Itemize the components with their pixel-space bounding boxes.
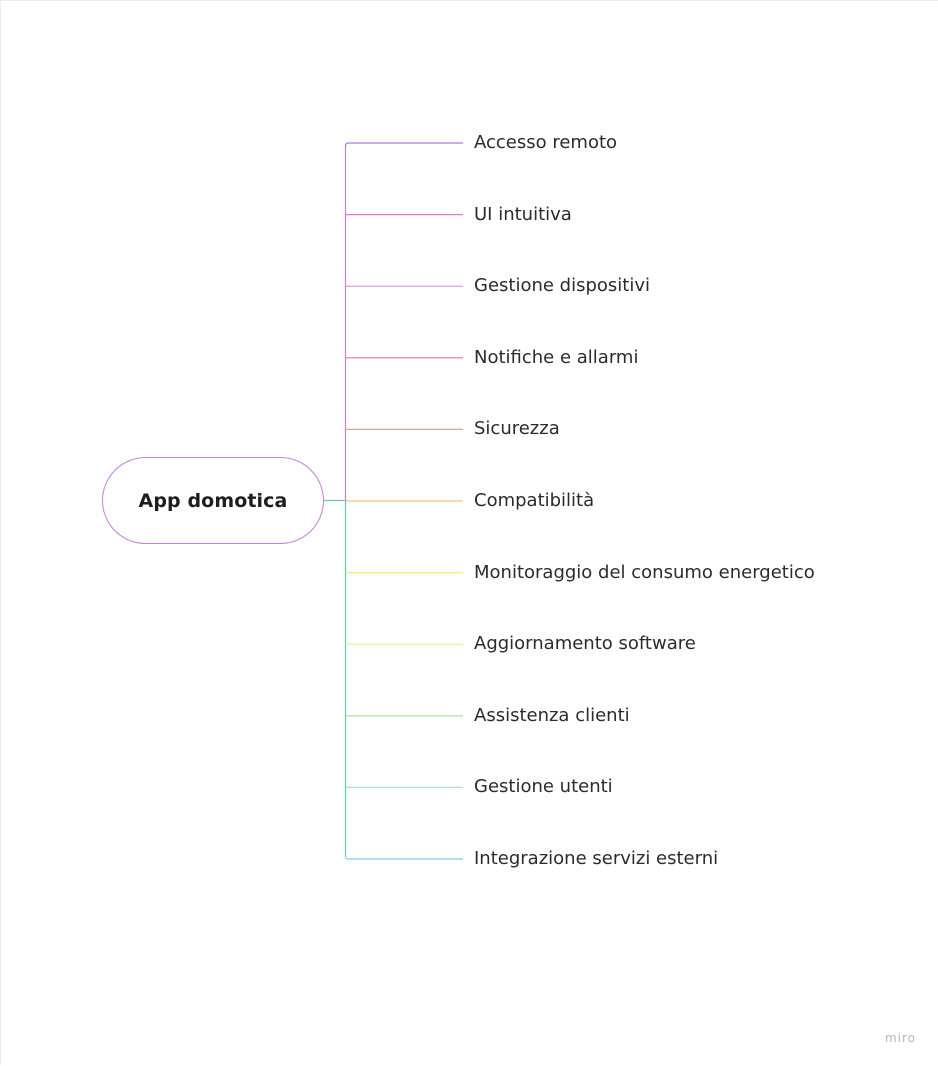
branch-node-6[interactable]: Compatibilità: [474, 490, 595, 511]
branch-corner-top: [344, 142, 349, 147]
branch-node-4[interactable]: Notifiche e allarmi: [474, 346, 639, 368]
branch-node-1[interactable]: Accesso remoto: [474, 132, 618, 153]
branch-node-10[interactable]: Gestione utenti: [474, 776, 613, 798]
root-node-label: App domotica: [138, 489, 288, 512]
miro-watermark: miro: [884, 1031, 916, 1045]
branch-node-9[interactable]: Assistenza clienti: [474, 704, 630, 726]
branch-node-11[interactable]: Integrazione servizi esterni: [474, 848, 719, 869]
branch-corner-bottom: [344, 855, 349, 860]
branch-node-5[interactable]: Sicurezza: [474, 418, 560, 440]
branch-node-3[interactable]: Gestione dispositivi: [474, 275, 651, 297]
branch-node-2[interactable]: UI intuitiva: [474, 203, 572, 225]
root-node[interactable]: App domotica: [102, 457, 324, 544]
branch-node-8[interactable]: Aggiornamento software: [474, 633, 696, 655]
branch-node-7[interactable]: Monitoraggio del consumo energetico: [474, 561, 815, 583]
